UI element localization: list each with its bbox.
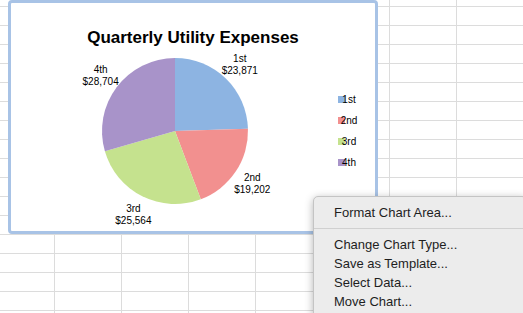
svg-text:Quarterly Utility Expenses: Quarterly Utility Expenses [87, 28, 299, 47]
svg-text:1st: 1st [342, 94, 356, 105]
svg-text:3rd: 3rd [342, 136, 356, 147]
svg-text:4th$28,704: 4th$28,704 [83, 64, 120, 87]
svg-text:4th: 4th [342, 157, 356, 168]
svg-text:2nd$19,202: 2nd$19,202 [234, 172, 271, 195]
svg-text:1st$23,871: 1st$23,871 [222, 53, 259, 76]
svg-text:3rd$25,564: 3rd$25,564 [115, 203, 152, 226]
html-text:Move Chart...: Move Chart... [334, 294, 412, 309]
html-text:Change Chart Type...: Change Chart Type... [334, 237, 458, 252]
html-text:Format Chart Area...: Format Chart Area... [334, 205, 452, 220]
svg-text:2nd: 2nd [341, 115, 358, 126]
html-text:Select Data...: Select Data... [334, 275, 412, 290]
html-text:Save as Template...: Save as Template... [334, 256, 448, 271]
